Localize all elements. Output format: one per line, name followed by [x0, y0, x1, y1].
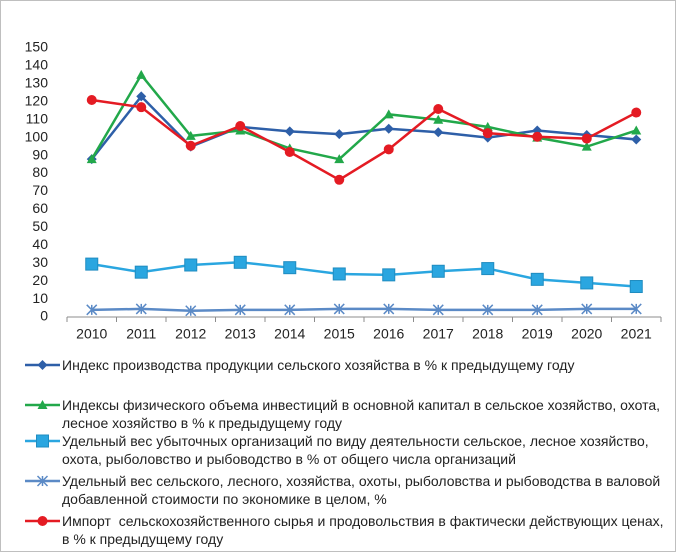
y-tick-label: 30	[32, 254, 48, 270]
point	[482, 304, 494, 316]
y-tick-label: 140	[25, 57, 49, 73]
x-tick-label: 2019	[522, 326, 553, 342]
point	[37, 360, 48, 370]
y-tick-label: 20	[32, 272, 48, 288]
point	[532, 131, 543, 142]
series-line	[91, 261, 637, 288]
x-tick-label: 2015	[324, 326, 355, 342]
point	[383, 144, 394, 155]
point	[334, 174, 345, 185]
point	[235, 121, 246, 132]
point	[86, 304, 98, 316]
point	[433, 127, 444, 138]
legend-label: Удельный вес убыточных организаций по ви…	[62, 433, 653, 467]
y-tick-label: 150	[25, 39, 49, 55]
point	[334, 154, 345, 164]
point	[284, 126, 295, 137]
y-tick-label: 120	[25, 93, 49, 109]
point	[431, 264, 445, 278]
y-tick-label: 130	[25, 75, 49, 91]
series-line	[91, 98, 637, 182]
x-tick-label: 2010	[76, 326, 107, 342]
point	[233, 255, 247, 269]
legend-label: Удельный вес сельского, лесного, хозяйст…	[62, 473, 665, 507]
point	[482, 121, 493, 131]
point	[432, 304, 444, 316]
point	[581, 303, 593, 315]
point	[36, 434, 49, 448]
point	[37, 400, 48, 409]
point	[482, 128, 493, 139]
y-tick-label: 70	[32, 182, 48, 198]
point	[332, 267, 346, 281]
y-tick-label: 40	[32, 236, 48, 252]
point	[382, 268, 396, 282]
point	[631, 125, 642, 135]
point	[184, 258, 198, 272]
point	[581, 141, 592, 151]
point	[383, 303, 395, 315]
legend-label: Индексы физического объема инвестиций в …	[62, 397, 664, 431]
point	[36, 475, 49, 487]
x-tick-label: 2016	[373, 326, 404, 342]
x-tick-label: 2011	[126, 326, 156, 342]
series-line	[91, 307, 637, 312]
point	[284, 147, 295, 158]
point	[185, 305, 197, 317]
legend-label: Индекс производства продукции сельского …	[62, 357, 575, 373]
x-tick-label: 2012	[175, 326, 206, 342]
point	[383, 123, 394, 134]
y-tick-label: 110	[26, 110, 49, 126]
point	[85, 257, 99, 271]
point	[136, 69, 147, 79]
point	[234, 304, 246, 316]
point	[631, 107, 642, 118]
point	[531, 304, 543, 316]
point	[185, 140, 196, 151]
point	[283, 261, 297, 275]
x-tick-label: 2014	[274, 326, 305, 342]
x-tick-label: 2018	[472, 326, 503, 342]
point	[136, 91, 147, 102]
point	[185, 130, 196, 140]
y-tick-label: 80	[32, 164, 48, 180]
point	[135, 303, 147, 315]
point	[530, 272, 544, 286]
y-tick-label: 0	[40, 308, 48, 324]
point	[481, 262, 495, 276]
point	[433, 103, 444, 114]
point	[629, 280, 643, 294]
point	[581, 133, 592, 144]
point	[631, 134, 642, 145]
point	[134, 265, 148, 279]
point	[433, 114, 444, 124]
x-tick-label: 2017	[423, 326, 454, 342]
x-tick-label: 2020	[571, 326, 602, 342]
point	[630, 303, 642, 315]
point	[580, 276, 594, 290]
series-line	[90, 94, 637, 160]
x-tick-label: 2013	[225, 326, 256, 342]
point	[86, 154, 97, 164]
point	[136, 102, 147, 113]
y-tick-label: 10	[32, 290, 48, 306]
y-tick-label: 90	[32, 146, 48, 162]
y-tick-label: 50	[32, 218, 48, 234]
point	[383, 109, 394, 119]
point	[333, 303, 345, 315]
point	[86, 95, 97, 106]
point	[284, 304, 296, 316]
x-tick-label: 2021	[621, 326, 652, 342]
series-line	[90, 72, 637, 161]
point	[37, 516, 48, 526]
legend-label: Импорт сельскохозяйственного сырья и про…	[62, 513, 668, 547]
point	[334, 129, 345, 140]
y-tick-label: 100	[25, 128, 49, 144]
y-tick-label: 60	[32, 200, 48, 216]
